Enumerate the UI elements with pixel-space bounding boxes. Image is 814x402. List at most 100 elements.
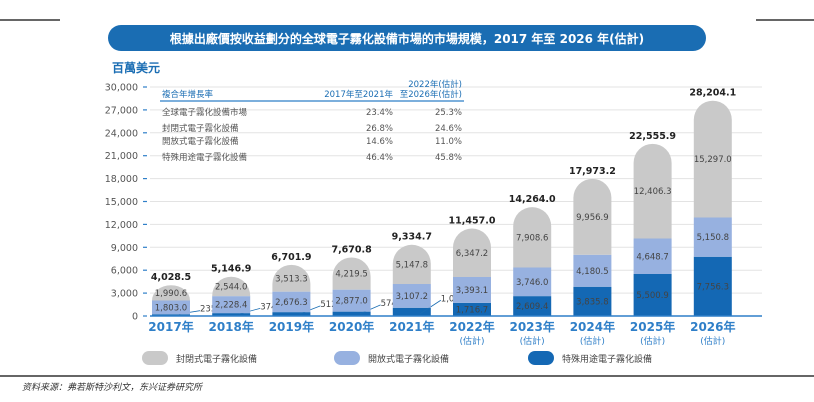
bar-segment-closed [693,100,732,218]
bar-segment-special [573,286,612,316]
y-tick-label: 18,000 [105,174,138,185]
bar-segment-open [332,289,371,312]
cagr-row-value-2022-2026: 11.0% [435,137,462,147]
segment-label: 235.0 [200,305,224,315]
cagr-table: 複合年增長率 2017年至2021年 2022年(估計) 至2026年(估計) … [160,79,464,163]
total-label: 22,555.9 [629,131,676,142]
legend-label: 開放式電子霧化設備 [368,353,449,365]
legend-swatch [528,351,554,365]
cagr-row-label: 特殊用途電子霧化設備 [162,152,248,163]
bar-segment-closed [513,207,552,268]
x-tick-label: 2026年 [690,319,735,334]
cagr-header-a: 2017年至2021年 [324,89,393,100]
bar-segment-closed [453,228,491,277]
segment-label: 2,228.4 [215,301,247,311]
bar-segment-special [453,302,491,316]
y-tick-label: 0 [132,312,138,323]
x-tick-note: (估計) [580,335,605,347]
segment-label: 2,609.4 [516,302,548,312]
segment-label: 1,716.7 [456,305,488,315]
x-tick-note: (估計) [700,335,725,347]
bar-segment-open [633,238,672,275]
bar-segment-special [513,296,552,316]
cagr-row-label: 封閉式電子霧化設備 [162,123,239,134]
segment-label: 574.3 [381,299,405,309]
segment-label: 5,147.8 [396,260,428,270]
x-tick-note: (估計) [520,335,545,347]
x-tick-label: 2018年 [208,319,253,334]
legend-swatch [334,351,360,365]
bar-segment-closed [573,178,612,255]
source-note: 资料来源：弗若斯特沙利文，东兴证券研究所 [22,382,204,393]
x-tick-label: 2024年 [570,319,615,334]
cagr-row-label: 開放式電子霧化設備 [162,136,239,147]
cagr-header-b1: 2022年(估計) [408,79,462,90]
x-tick-label: 2020年 [329,319,374,334]
bar-segment-closed [152,285,190,301]
segment-label: 512.3 [320,300,344,310]
bar-segment-closed [212,276,251,297]
segment-label: 2,544.0 [215,282,247,292]
cagr-row-value-2017-2021: 23.4% [366,108,393,118]
total-label: 4,028.5 [151,272,191,283]
bar-segment-closed [392,244,431,285]
x-tick-label: 2025年 [630,319,675,334]
cagr-row-value-2017-2021: 46.4% [366,153,393,163]
segment-label: 6,347.2 [456,249,488,259]
bar-segment-open [392,284,431,308]
total-label: 11,457.0 [449,216,496,227]
bar-segment-open [453,276,491,303]
cagr-row-value-2022-2026: 45.8% [435,153,462,163]
total-label: 9,334.7 [392,232,432,243]
segment-label: 3,107.2 [396,292,428,302]
cagr-header-b2: 至2026年(估計) [400,89,462,100]
chart-title: 根據出廠價按收益劃分的全球電子霧化設備市場的市場規模，2017 年至 2026 … [170,31,644,46]
segment-label: 3,746.0 [516,278,548,288]
y-tick-label: 27,000 [105,105,138,116]
y-tick-label: 21,000 [105,151,138,162]
bar-segment-open [212,296,251,314]
segment-label: 5,500.9 [636,291,668,301]
segment-label: 12,406.3 [634,187,672,197]
y-tick-label: 30,000 [105,83,138,94]
bar-segment-special [633,274,672,316]
segment-label: 2,877.0 [335,297,367,307]
cagr-row-value-2017-2021: 26.8% [366,124,393,134]
bar-segment-closed [272,264,311,292]
legend-swatch [142,351,168,365]
bar-segment-open [272,291,311,313]
segment-label: 1,990.6 [155,289,187,299]
bar-segment-special [392,307,431,316]
segment-label: 5,150.8 [697,233,729,243]
segment-label: 3,835.8 [576,297,608,307]
segment-label: 4,180.5 [576,267,608,277]
total-label: 5,146.9 [211,264,251,275]
bar-segment-open [573,254,612,287]
segment-label: 1,803.0 [155,303,187,313]
y-axis-unit: 百萬美元 [112,60,160,75]
y-tick-label: 9,000 [111,243,138,254]
segment-label: 4,648.7 [636,252,668,262]
total-label: 7,670.8 [331,244,372,255]
segment-label: 15,297.0 [694,155,732,165]
cagr-header-label: 複合年增長率 [162,89,214,100]
x-tick-label: 2017年 [148,319,193,334]
bar-segment-open [513,267,552,297]
segment-label: 4,219.5 [335,270,367,280]
total-label: 14,264.0 [509,194,556,205]
bar-segment-open [152,300,190,315]
cagr-row-value-2017-2021: 14.6% [366,137,393,147]
total-label: 28,204.1 [689,88,736,99]
legend-label: 特殊用途電子霧化設備 [562,353,652,365]
legend-label: 封閉式電子霧化設備 [176,353,257,365]
segment-label: 9,956.9 [576,213,608,223]
y-tick-label: 15,000 [105,197,138,208]
y-tick-label: 24,000 [105,128,138,139]
x-tick-note: (估計) [640,335,665,347]
y-tick-label: 3,000 [111,289,138,300]
segment-label: 7,908.6 [516,233,548,243]
y-tick-label: 6,000 [111,266,138,277]
segment-label: 7,756.3 [697,282,729,292]
segment-label: 374.5 [260,302,284,312]
cagr-row-value-2022-2026: 24.6% [435,124,462,134]
